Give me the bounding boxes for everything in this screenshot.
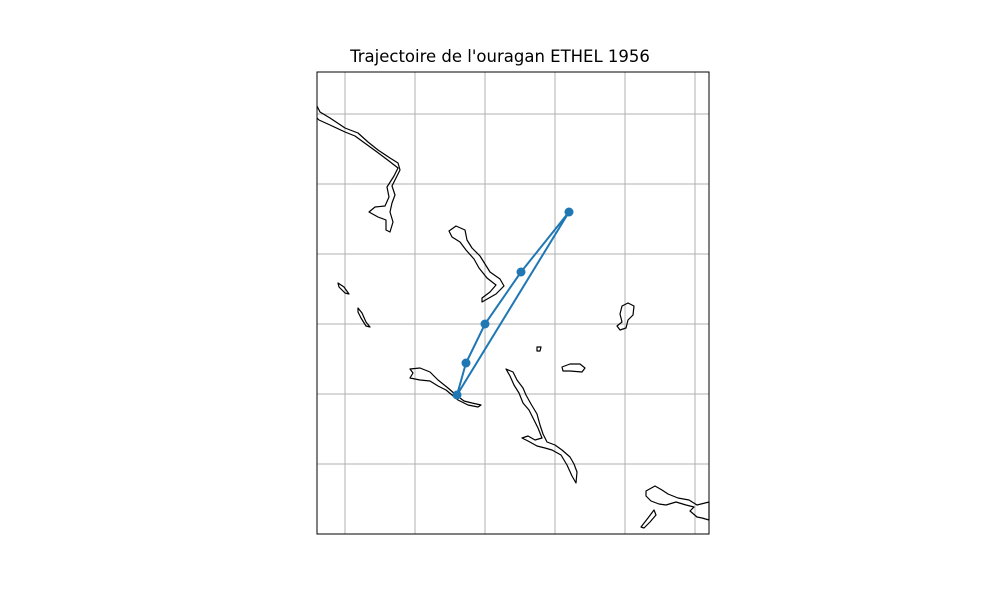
coastline-island [640, 509, 657, 529]
coastlines [316, 105, 710, 529]
coastline-island [561, 363, 586, 373]
coastline-island [357, 307, 371, 328]
track-line [456, 211, 570, 396]
track-point [516, 267, 526, 277]
coastline-bahamas [448, 225, 505, 303]
coastline-andros [409, 367, 482, 408]
map-frame [316, 71, 710, 535]
coastline-island [616, 302, 635, 331]
track-point [480, 319, 490, 329]
gridlines [317, 72, 709, 534]
coastline-florida [316, 105, 401, 233]
track-point [452, 390, 462, 400]
hurricane-track [456, 211, 570, 396]
coastline-island [337, 282, 350, 295]
track-points [452, 207, 574, 400]
coastline-island [536, 346, 542, 352]
map-title: Trajectoire de l'ouragan ETHEL 1956 [350, 47, 650, 66]
coastline-cuba [645, 485, 710, 521]
track-point [564, 207, 574, 217]
coastline-eleuthera [505, 368, 578, 484]
track-point [461, 358, 471, 368]
